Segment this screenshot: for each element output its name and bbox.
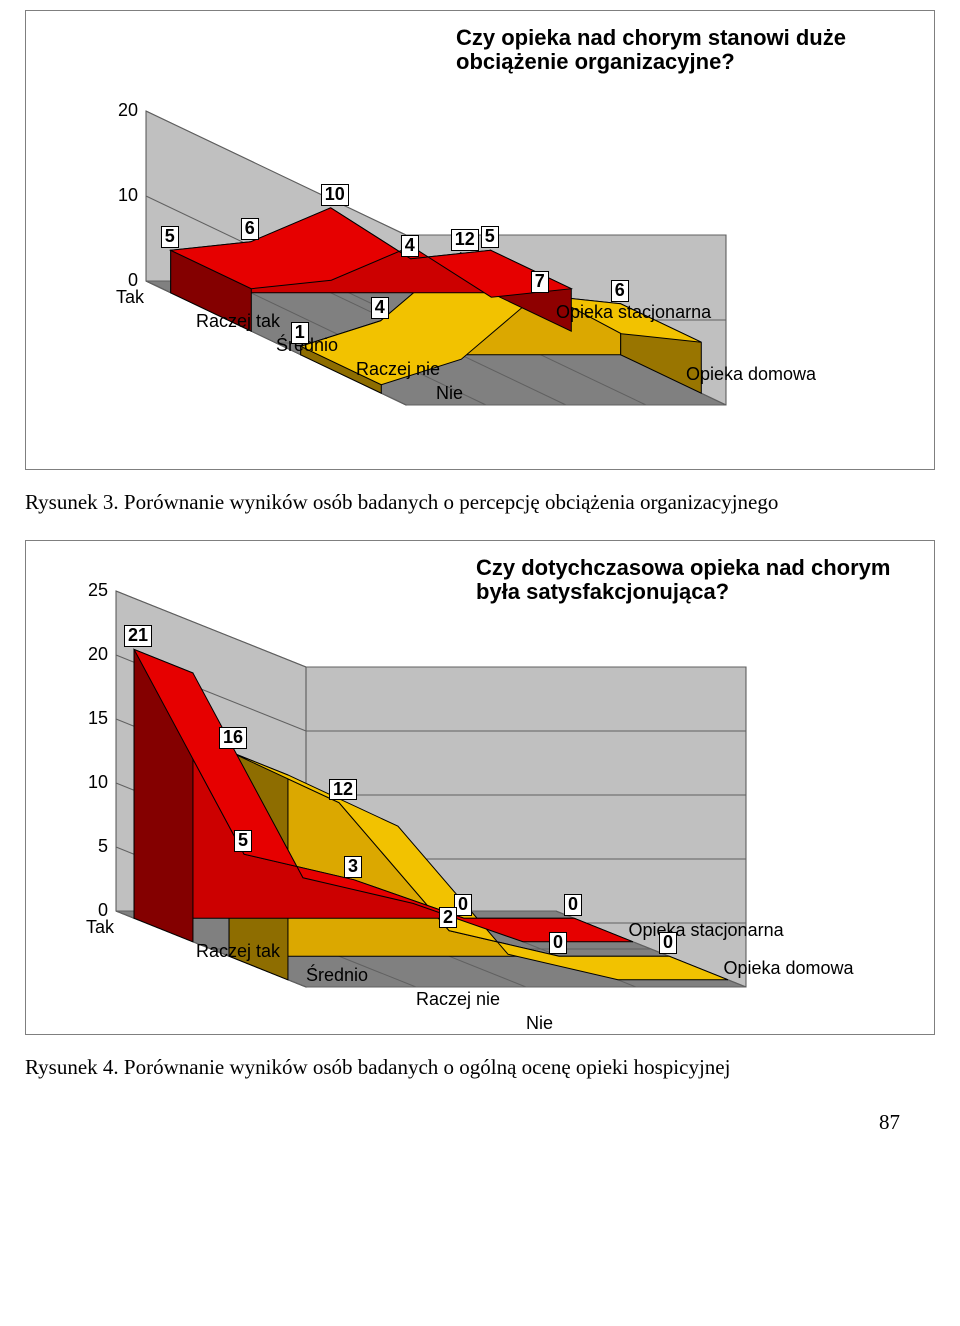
- category-label: Raczej nie: [356, 359, 440, 380]
- y-tick-label: 10: [106, 185, 138, 206]
- value-label: 0: [564, 894, 582, 916]
- caption-2: Rysunek 4. Porównanie wyników osób badan…: [25, 1055, 935, 1080]
- category-label: Tak: [86, 917, 114, 938]
- value-label: 4: [401, 235, 419, 257]
- value-label: 5: [161, 226, 179, 248]
- category-label: Średnio: [306, 965, 368, 986]
- value-label: 6: [241, 218, 259, 240]
- category-label: Raczej tak: [196, 941, 280, 962]
- page-number: 87: [0, 1110, 900, 1135]
- value-label: 6: [611, 280, 629, 302]
- chart-1: Czy opieka nad chorym stanowi duże obcią…: [25, 10, 935, 470]
- category-label: Tak: [116, 287, 144, 308]
- value-label: 5: [481, 226, 499, 248]
- value-label: 10: [321, 184, 349, 206]
- value-label: 7: [531, 271, 549, 293]
- series-label: Opieka domowa: [724, 958, 854, 979]
- value-label: 12: [451, 229, 479, 251]
- value-label: 4: [371, 297, 389, 319]
- value-label: 0: [549, 932, 567, 954]
- value-label: 21: [124, 625, 152, 647]
- category-label: Nie: [526, 1013, 553, 1034]
- chart-2: Czy dotychczasowa opieka nad chorym była…: [25, 540, 935, 1035]
- value-label: 12: [329, 779, 357, 801]
- y-tick-label: 20: [76, 644, 108, 665]
- y-tick-label: 15: [76, 708, 108, 729]
- series-label: Opieka stacjonarna: [629, 920, 784, 941]
- value-label: 16: [219, 727, 247, 749]
- y-tick-label: 10: [76, 772, 108, 793]
- series-label: Opieka domowa: [686, 364, 816, 385]
- series-label: Opieka stacjonarna: [556, 302, 711, 323]
- value-label: 2: [439, 907, 457, 929]
- caption-1: Rysunek 3. Porównanie wyników osób badan…: [25, 490, 935, 515]
- category-label: Raczej nie: [416, 989, 500, 1010]
- category-label: Raczej tak: [196, 311, 280, 332]
- value-label: 0: [659, 932, 677, 954]
- chart-1-title: Czy opieka nad chorym stanowi duże obcią…: [456, 26, 926, 74]
- value-label: 3: [344, 856, 362, 878]
- value-label: 1: [291, 322, 309, 344]
- y-tick-label: 25: [76, 580, 108, 601]
- category-label: Nie: [436, 383, 463, 404]
- y-tick-label: 20: [106, 100, 138, 121]
- chart-2-title: Czy dotychczasowa opieka nad chorym była…: [476, 556, 931, 604]
- y-tick-label: 5: [76, 836, 108, 857]
- value-label: 5: [234, 830, 252, 852]
